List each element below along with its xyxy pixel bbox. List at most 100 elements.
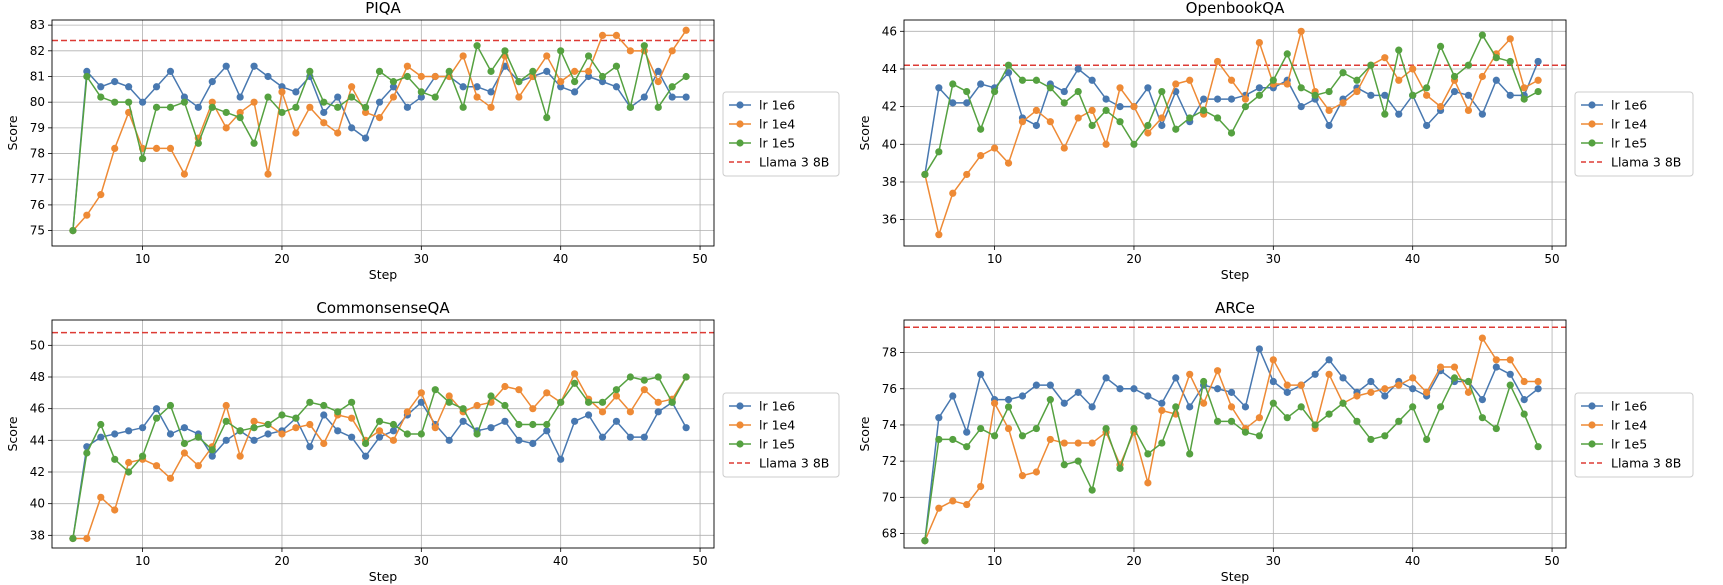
data-point <box>501 417 509 425</box>
data-point <box>111 144 119 153</box>
data-point <box>1297 27 1305 35</box>
data-point <box>1255 432 1263 440</box>
data-point <box>1325 87 1333 96</box>
data-point <box>361 439 370 448</box>
panel-title: CommonsenseQA <box>316 299 450 317</box>
panel-title: ARCe <box>1215 299 1255 317</box>
legend-entry-lr-1e5: lr 1e5 <box>729 136 795 151</box>
data-point <box>1004 424 1013 433</box>
data-point <box>111 455 119 463</box>
legend-label: lr 1e4 <box>759 418 795 433</box>
data-point <box>1046 118 1054 126</box>
data-point <box>1409 374 1417 382</box>
data-point <box>654 78 662 86</box>
data-point <box>236 113 244 122</box>
y-tick-label: 77 <box>30 172 45 186</box>
data-point <box>584 67 593 75</box>
data-point <box>612 83 621 91</box>
data-point <box>682 72 690 81</box>
data-point <box>417 93 425 101</box>
data-point <box>222 124 230 132</box>
data-point <box>1339 399 1347 407</box>
legend-label: Llama 3 8B <box>759 456 829 471</box>
data-point <box>194 103 202 111</box>
data-point <box>1450 87 1459 96</box>
data-point <box>1200 399 1208 407</box>
panel-commonsenseqa: 10 20 30 40 50 38 40 42 44 46 48 50 CommonsenseQA Ste… <box>5 299 840 584</box>
data-point <box>278 108 286 117</box>
x-tick-label: 50 <box>692 554 707 568</box>
legend-marker <box>1588 440 1596 448</box>
data-point <box>264 72 272 81</box>
x-tick-label: 30 <box>1266 554 1281 568</box>
data-point <box>97 420 105 429</box>
x-tick-label: 50 <box>1544 252 1559 266</box>
data-point <box>1381 392 1389 400</box>
data-point <box>571 370 579 378</box>
data-point <box>682 26 690 34</box>
data-point <box>949 99 957 107</box>
data-point <box>1534 57 1542 66</box>
data-point <box>1060 144 1068 152</box>
data-point <box>935 414 943 422</box>
data-point <box>1506 381 1514 389</box>
y-tick-label: 42 <box>30 465 45 479</box>
data-point <box>584 52 593 60</box>
series-lr-1e5 <box>69 42 690 235</box>
data-point <box>250 436 258 444</box>
data-point <box>543 427 551 435</box>
data-point <box>682 424 690 432</box>
data-point <box>1325 410 1333 418</box>
data-point <box>963 500 971 509</box>
data-point <box>654 408 662 416</box>
series-line <box>924 337 1539 542</box>
data-point <box>1032 381 1040 389</box>
legend-marker <box>736 120 744 128</box>
data-point <box>1102 140 1110 148</box>
y-tick-label: 40 <box>882 137 897 151</box>
data-point <box>543 389 551 397</box>
data-point <box>1130 140 1138 148</box>
data-point <box>1088 403 1096 411</box>
series-line <box>72 376 687 539</box>
data-point <box>598 433 607 441</box>
data-point <box>990 87 999 96</box>
data-point <box>1227 403 1236 411</box>
y-tick-label: 78 <box>30 147 45 161</box>
data-point <box>97 493 105 501</box>
y-tick-label: 42 <box>882 100 897 114</box>
x-tick-label: 20 <box>1126 554 1141 568</box>
data-point <box>1353 76 1361 84</box>
data-point <box>459 52 467 60</box>
legend-entry-lr-1e4: lr 1e4 <box>1581 117 1647 132</box>
data-point <box>1506 356 1514 364</box>
data-point <box>1269 356 1277 364</box>
legend-marker <box>736 139 744 147</box>
data-point <box>375 427 384 435</box>
data-point <box>389 83 398 91</box>
axes-frame <box>51 19 715 247</box>
data-point <box>1409 65 1417 73</box>
data-point <box>208 446 216 454</box>
data-point <box>1200 106 1208 114</box>
data-point <box>1367 377 1375 386</box>
data-point <box>543 52 551 60</box>
y-tick-label: 40 <box>30 497 45 511</box>
data-point <box>977 152 985 160</box>
data-point <box>236 108 244 117</box>
data-point <box>1520 377 1528 386</box>
x-tick-label: 40 <box>1405 554 1420 568</box>
axes-frame <box>903 319 1567 549</box>
data-point <box>1283 414 1291 422</box>
data-point <box>640 42 648 50</box>
data-point <box>403 62 411 70</box>
legend-entry-llama-3-8b: Llama 3 8B <box>729 155 829 170</box>
data-point <box>543 420 551 429</box>
data-point <box>682 373 690 381</box>
data-point <box>1409 403 1417 411</box>
data-point <box>1032 106 1040 114</box>
data-point <box>571 88 579 96</box>
data-point <box>1436 42 1445 50</box>
data-point <box>83 211 91 219</box>
